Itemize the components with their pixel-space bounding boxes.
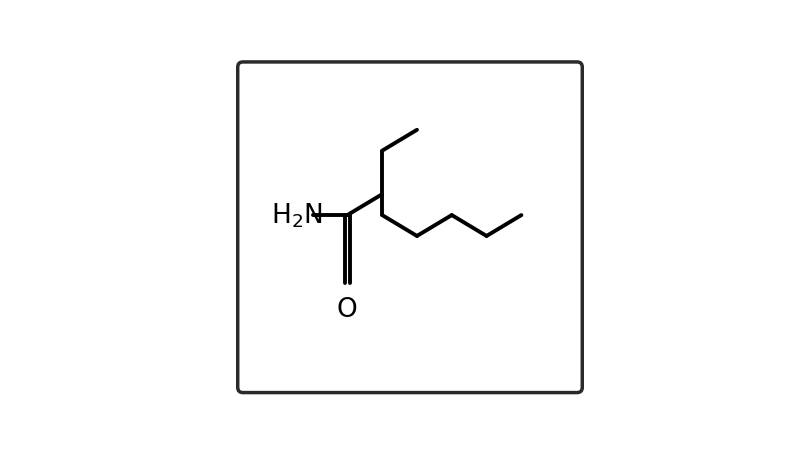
Text: H$_2$N: H$_2$N — [271, 202, 322, 230]
FancyBboxPatch shape — [238, 63, 582, 393]
Text: O: O — [337, 296, 358, 322]
